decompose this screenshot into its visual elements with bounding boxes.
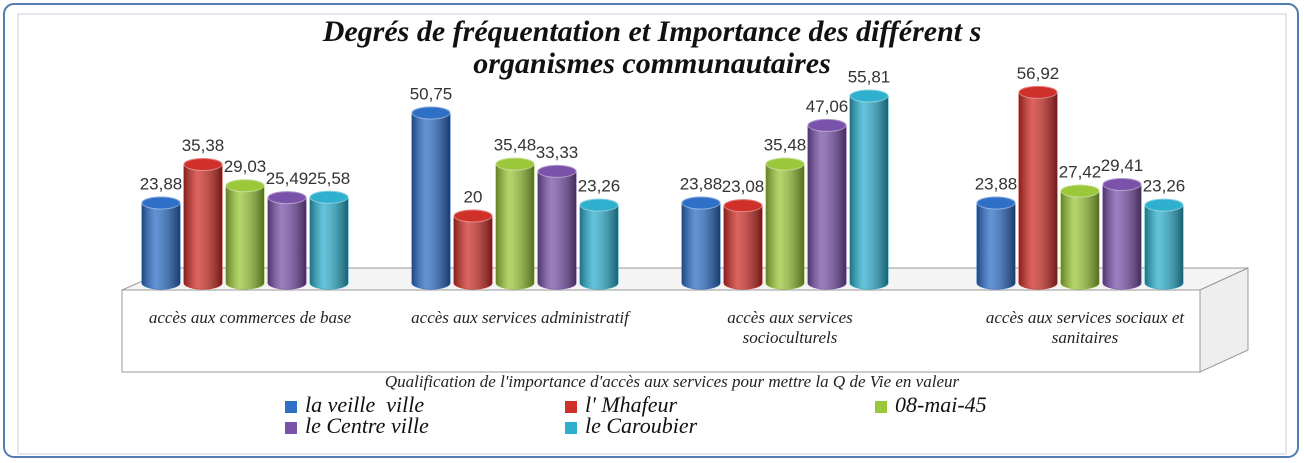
bar-top [1018, 85, 1058, 99]
x-tick-label: accès aux commerces de base [148, 308, 352, 327]
x-axis-label: Qualification de l'importance d'accès au… [385, 372, 960, 391]
legend-label: 08-mai-45 [895, 392, 987, 417]
bar-top [1102, 177, 1142, 191]
bar-shade [412, 106, 450, 289]
legend-label: le Caroubier [585, 413, 698, 438]
value-label: 25,49 [266, 169, 309, 188]
bar-top [537, 164, 577, 178]
bar-shade [1061, 185, 1099, 289]
legend-swatch [875, 401, 887, 413]
bar-shade [977, 197, 1015, 289]
bar-top [765, 157, 805, 171]
bar-shade [454, 210, 492, 289]
legend-swatch [565, 422, 577, 434]
legend-label: la veille ville [305, 392, 424, 417]
bar-top [681, 196, 721, 210]
x-tick-label: accès aux services sociaux et sanitaires [985, 308, 1185, 347]
bar-shade [1145, 199, 1183, 289]
chart-title: Degrés de fréquentation et Importance de… [322, 15, 982, 48]
bar-shade [850, 90, 888, 290]
legend-swatch [285, 422, 297, 434]
bar-top [411, 106, 451, 120]
bar-top [183, 157, 223, 171]
value-label: 23,08 [722, 177, 765, 196]
bar-shade [142, 197, 180, 289]
bar-top [723, 199, 763, 213]
bar-top [1060, 184, 1100, 198]
bar-shade [268, 191, 306, 289]
legend-label: le Centre ville [305, 413, 429, 438]
value-label: 50,75 [410, 84, 453, 103]
bar-shade [682, 197, 720, 289]
value-label: 35,48 [494, 136, 537, 155]
bar-shade [184, 158, 222, 289]
bar-shade [766, 158, 804, 289]
bar-top [849, 89, 889, 103]
x-tick-label: accès aux services socioculturels [727, 308, 853, 347]
value-label: 27,42 [1059, 163, 1102, 182]
bar-top [453, 209, 493, 223]
axis-box-side [1199, 267, 1249, 373]
bar-top [1144, 198, 1184, 212]
value-label: 35,38 [182, 136, 225, 155]
chart-title: organismes communautaires [473, 47, 831, 80]
bar-shade [496, 158, 534, 289]
bar-top [225, 179, 265, 193]
bar-top [141, 196, 181, 210]
bar-shade [724, 199, 762, 289]
value-label: 35,48 [764, 136, 807, 155]
value-label: 23,88 [975, 174, 1018, 193]
value-label: 23,88 [680, 174, 723, 193]
legend-swatch [565, 401, 577, 413]
value-label: 23,88 [140, 174, 183, 193]
bar-top [976, 196, 1016, 210]
value-label: 23,26 [1143, 177, 1186, 196]
value-label: 33,33 [536, 143, 579, 162]
bar-shade [580, 199, 618, 289]
bar-top [267, 191, 307, 205]
bar-shade [226, 179, 264, 289]
value-label: 55,81 [848, 68, 891, 87]
value-label: 29,03 [224, 157, 267, 176]
x-tick-label: accès aux services administratif [411, 308, 629, 327]
value-label: 25,58 [308, 169, 351, 188]
legend-swatch [285, 401, 297, 413]
bar-shade [1103, 178, 1141, 289]
bar-top [579, 198, 619, 212]
plot-area [17, 13, 1287, 455]
value-label: 56,92 [1017, 64, 1060, 83]
value-label: 23,26 [578, 177, 621, 196]
legend-label: l' Mhafeur [585, 392, 678, 417]
bar-top [495, 157, 535, 171]
value-label: 47,06 [806, 97, 849, 116]
value-label: 29,41 [1101, 156, 1144, 175]
bar-shade [1019, 86, 1057, 290]
bar-shade [808, 119, 846, 289]
bar-top [807, 118, 847, 132]
bar-shade [310, 191, 348, 289]
bar-top [309, 190, 349, 204]
value-label: 20 [464, 187, 483, 206]
bar-shade [538, 165, 576, 289]
